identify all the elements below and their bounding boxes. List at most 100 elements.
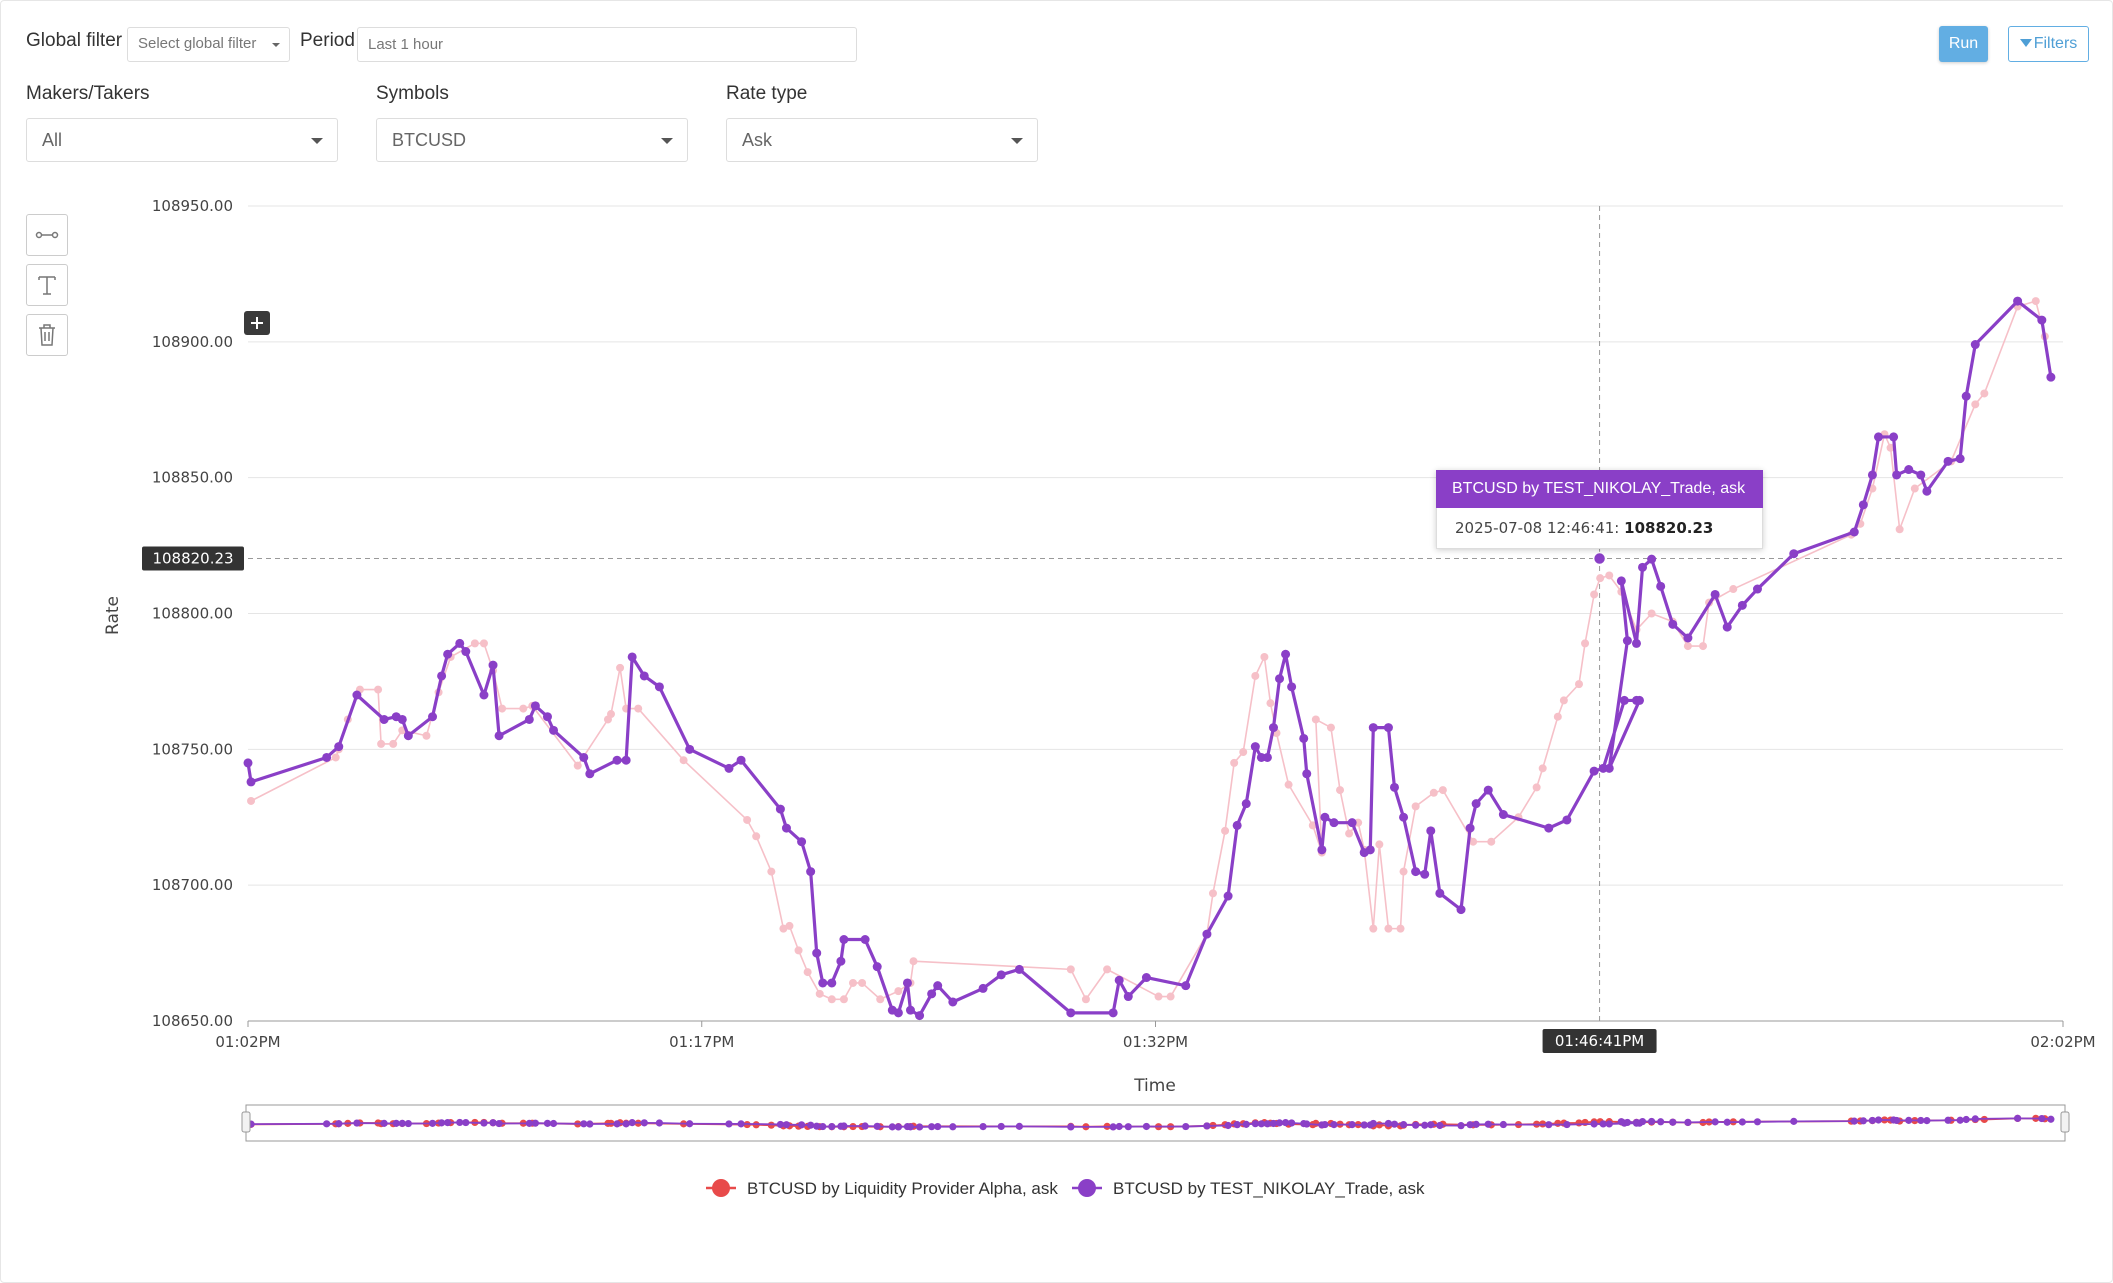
series-test-nikolay-point (322, 752, 332, 762)
navigator-point (1605, 1120, 1613, 1128)
y-tick-label: 108700.00 (152, 876, 233, 894)
navigator-point (655, 1119, 664, 1127)
series-test-nikolay-point (1656, 581, 1666, 591)
line-tool-button[interactable] (26, 214, 68, 256)
series-test-nikolay-point (1483, 785, 1493, 795)
series-test-nikolay-point (494, 731, 504, 741)
series-test-nikolay-point (1435, 888, 1445, 898)
navigator-point (1303, 1120, 1311, 1128)
series-test-nikolay-point (1329, 818, 1339, 828)
crosshair-x-label: 01:46:41PM (1555, 1032, 1644, 1050)
series-lp-alpha-point (1260, 652, 1269, 661)
series-test-nikolay-point (1961, 391, 1971, 401)
series-test-nikolay-point (443, 649, 453, 659)
series-lp-alpha-point (803, 968, 812, 977)
navigator-point (997, 1122, 1005, 1131)
navigator-point (613, 1120, 621, 1128)
navigator-point (813, 1122, 821, 1130)
legend-item-label: BTCUSD by TEST_NIKOLAY_Trade, ask (1113, 1179, 1425, 1198)
series-test-nikolay-point (1411, 867, 1421, 877)
series-lp-alpha-point (1596, 574, 1605, 583)
rate-type-select[interactable]: Ask (726, 118, 1038, 162)
series-test-nikolay-point (1426, 826, 1436, 836)
navigator-point (1269, 1119, 1278, 1128)
navigator-point (335, 1120, 343, 1128)
navigator-point (1563, 1120, 1571, 1129)
series-lp-alpha-point (1066, 965, 1075, 974)
series-lp-alpha-point (1336, 786, 1345, 795)
series-test-nikolay-point (1368, 723, 1378, 733)
series-test-nikolay-point (1589, 766, 1599, 776)
series-lp-alpha-point (1886, 443, 1895, 452)
series-lp-alpha-point (1910, 484, 1919, 493)
navigator-point (1242, 1120, 1250, 1128)
navigator-point (1623, 1118, 1631, 1127)
series-lp-alpha-point (1581, 639, 1590, 648)
navigator-point (353, 1119, 361, 1127)
series-test-nikolay-point (1471, 799, 1481, 809)
global-filter-select[interactable]: Select global filter (127, 27, 290, 62)
series-test-nikolay-point (1849, 527, 1859, 537)
navigator-point (1360, 1121, 1368, 1129)
series-test-nikolay-point (437, 671, 447, 681)
navigator-handle (2060, 1111, 2070, 1133)
series-test-nikolay-point (1223, 891, 1233, 901)
navigator-point (392, 1119, 400, 1127)
navigator-point (949, 1123, 957, 1131)
chevron-down-icon (272, 43, 280, 47)
navigator-point (1868, 1116, 1877, 1125)
series-test-nikolay-point (403, 731, 413, 741)
series-test-nikolay-point (1108, 1008, 1118, 1018)
navigator-point (861, 1122, 869, 1130)
series-lp-alpha-point (479, 639, 488, 648)
legend-swatch-dot (1078, 1179, 1096, 1197)
makers-takers-select[interactable]: All (26, 118, 338, 162)
series-test-nikolay-point (978, 983, 988, 993)
series-lp-alpha-point (1647, 609, 1656, 618)
series-lp-alpha-point (1538, 764, 1547, 773)
series-lp-alpha-point (909, 957, 918, 966)
navigator-point (1251, 1120, 1259, 1128)
navigator-point (1369, 1119, 1377, 1128)
navigator-handle (241, 1111, 251, 1133)
y-tick-label: 108750.00 (152, 740, 233, 758)
series-test-nikolay-point (812, 948, 822, 958)
series-lp-alpha-point (1239, 748, 1248, 757)
series-test-nikolay-point (1616, 576, 1626, 586)
navigator-point (1233, 1121, 1241, 1129)
series-lp-alpha-point (743, 815, 752, 824)
series-test-nikolay-point (860, 935, 870, 944)
navigator-point (828, 1122, 836, 1131)
navigator-point (873, 1122, 881, 1130)
series-test-nikolay-point (579, 752, 589, 762)
navigator-point (1263, 1120, 1272, 1128)
series-lp-alpha-point (1221, 826, 1230, 835)
delete-tool-button[interactable] (26, 314, 68, 356)
series-test-nikolay-point (612, 755, 622, 765)
series-lp-alpha-point (1469, 837, 1478, 846)
navigator-point (2014, 1114, 2022, 1122)
symbols-select[interactable]: BTCUSD (376, 118, 688, 162)
period-input[interactable]: Last 1 hour (357, 27, 857, 62)
series-lp-alpha-point (1729, 585, 1738, 594)
series-lp-alpha-point (1605, 571, 1614, 580)
series-test-nikolay-point (1737, 600, 1747, 610)
text-tool-button[interactable] (26, 264, 68, 306)
series-test-nikolay-point (902, 978, 912, 988)
series-test-nikolay-point (524, 714, 534, 724)
series-test-nikolay-point (1631, 638, 1641, 648)
navigator-point (819, 1122, 827, 1131)
navigator-point (640, 1119, 648, 1127)
series-lp-alpha-point (894, 987, 903, 996)
filters-button[interactable]: Filters (2008, 26, 2089, 62)
navigator-point (1067, 1123, 1075, 1131)
run-button[interactable]: Run (1939, 26, 1988, 62)
navigator-point (906, 1123, 915, 1131)
navigator-point (1499, 1120, 1507, 1129)
series-test-nikolay-point (1317, 845, 1327, 855)
tooltip-body: 2025-07-08 12:46:41: 108820.23 (1436, 508, 1763, 549)
series-test-nikolay-point (2013, 296, 2023, 306)
series-test-nikolay-point (455, 638, 465, 648)
series-lp-alpha-point (498, 704, 507, 713)
